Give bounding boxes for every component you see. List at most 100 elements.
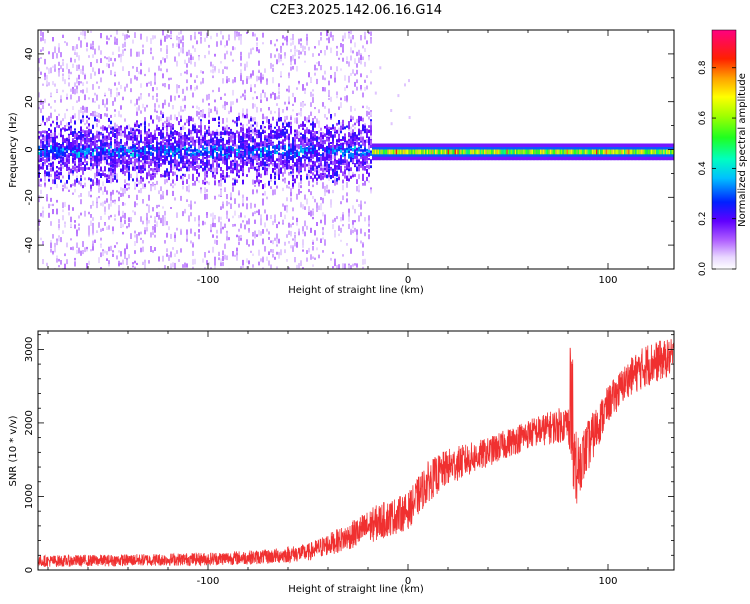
heatmap-core-cell: [316, 177, 318, 181]
heatmap-noise-cell: [64, 182, 66, 189]
heatmap-noise-cell: [214, 215, 216, 220]
heatmap-core-cell: [208, 155, 210, 158]
heatmap-noise-cell: [326, 30, 328, 37]
heatmap-core-cell: [152, 168, 154, 173]
heatmap-core-cell: [336, 166, 338, 170]
heatmap-core-cell: [164, 149, 166, 154]
heatmap-core-cell: [70, 184, 72, 188]
heatmap-noise-cell: [70, 119, 72, 124]
heatmap-noise-cell: [246, 78, 248, 84]
heatmap-core-cell: [298, 165, 300, 170]
heatmap-noise-cell: [300, 38, 302, 42]
heatmap-noise-cell: [194, 34, 196, 40]
heatmap-noise-cell: [236, 144, 238, 151]
heatmap-noise-cell: [124, 179, 126, 184]
heatmap-noise-cell: [226, 76, 228, 82]
heatmap-core-cell: [262, 147, 264, 150]
heatmap-core-cell: [288, 123, 290, 128]
heatmap-core-cell: [160, 150, 162, 156]
heatmap-noise-cell: [120, 262, 122, 265]
heatmap-core-cell: [214, 180, 216, 186]
heatmap-core-cell: [126, 168, 128, 173]
heatmap-core-cell: [180, 151, 182, 157]
heatmap-core-cell: [316, 137, 318, 142]
heatmap-core-cell: [240, 143, 242, 148]
heatmap-core-cell: [58, 160, 60, 164]
heatmap-core-cell: [186, 155, 188, 159]
heatmap-noise-cell: [140, 188, 142, 194]
heatmap-noise-cell: [170, 122, 172, 126]
heatmap-noise-cell: [316, 118, 318, 124]
heatmap-core-cell: [52, 153, 54, 159]
heatmap-core-cell: [60, 156, 62, 159]
heatmap-noise-cell: [290, 231, 292, 235]
heatmap-noise-cell: [328, 80, 330, 86]
heatmap-noise-cell: [232, 79, 234, 84]
figure-title: C2E3.2025.142.06.16.G14: [270, 3, 442, 18]
heatmap-core-cell: [172, 124, 174, 128]
heatmap-noise-cell: [184, 126, 186, 130]
heatmap-core-cell: [170, 147, 172, 151]
heatmap-core-cell: [92, 179, 94, 185]
heatmap-core-cell: [304, 149, 306, 153]
heatmap-core-cell: [322, 148, 324, 152]
heatmap-noise-cell: [284, 155, 286, 161]
heatmap-core-cell: [204, 166, 206, 171]
heatmap-noise-cell: [40, 71, 42, 75]
heatmap-core-cell: [222, 154, 224, 157]
heatmap-core-cell: [242, 132, 244, 137]
heatmap-core-cell: [186, 134, 188, 139]
heatmap-core-cell: [112, 126, 114, 130]
heatmap-core-cell: [284, 138, 286, 142]
heatmap-core-cell: [234, 120, 236, 124]
heatmap-noise-cell: [206, 167, 208, 171]
heatmap-core-cell: [108, 149, 110, 152]
heatmap-core-cell: [332, 147, 334, 150]
heatmap-noise-cell: [166, 45, 168, 50]
heatmap-core-cell: [282, 164, 284, 169]
heatmap-noise-cell: [144, 267, 146, 269]
heatmap-core-cell: [160, 153, 162, 158]
heatmap-core-cell: [168, 176, 170, 181]
heatmap-core-cell: [274, 162, 276, 168]
heatmap-core-cell: [206, 148, 208, 154]
heatmap-core-cell: [312, 141, 314, 146]
heatmap-noise-cell: [272, 162, 274, 167]
heatmap-core-cell: [324, 157, 326, 161]
heatmap-noise-cell: [248, 244, 250, 247]
heatmap-noise-cell: [258, 261, 260, 266]
heatmap-core-cell: [116, 164, 118, 168]
heatmap-noise-cell: [284, 167, 286, 172]
heatmap-noise-cell: [94, 92, 96, 96]
heatmap-noise-cell: [334, 179, 336, 183]
heatmap-noise-cell: [244, 224, 246, 230]
heatmap-noise-cell: [316, 202, 318, 209]
heatmap-core-cell: [242, 146, 244, 150]
heatmap-noise-cell: [268, 251, 270, 255]
heatmap-core-cell: [124, 165, 126, 170]
heatmap-core-cell: [196, 160, 198, 164]
heatmap-noise-cell: [120, 251, 122, 257]
heatmap-core-cell: [212, 117, 214, 121]
heatmap-core-cell: [206, 163, 208, 168]
heatmap-core-cell: [162, 114, 164, 118]
heatmap-core-cell: [128, 175, 130, 181]
heatmap-core-cell: [256, 135, 258, 139]
heatmap-noise-cell: [156, 204, 158, 209]
heatmap-core-cell: [302, 137, 304, 142]
heatmap-noise-cell: [242, 259, 244, 266]
heatmap-core-cell: [212, 172, 214, 178]
heatmap-noise-cell: [250, 250, 252, 253]
heatmap-core-cell: [206, 152, 208, 157]
heatmap-noise-cell: [130, 99, 132, 104]
heatmap-core-cell: [272, 158, 274, 162]
heatmap-noise-cell: [38, 195, 40, 201]
heatmap-core-cell: [226, 172, 228, 176]
heatmap-core-cell: [64, 162, 66, 166]
heatmap-core-cell: [64, 152, 66, 157]
heatmap-core-cell: [174, 148, 176, 153]
heatmap-noise-cell: [104, 92, 106, 96]
heatmap-core-cell: [222, 137, 224, 142]
heatmap-noise-cell: [334, 231, 336, 234]
heatmap-core-cell: [58, 146, 60, 150]
